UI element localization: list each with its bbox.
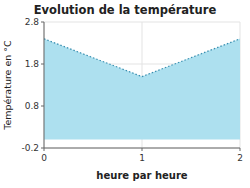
title: Evolution de la température	[34, 3, 217, 17]
y-tick	[41, 106, 44, 107]
y-tick-label: 0.8	[25, 101, 40, 111]
x-tick-label: 1	[139, 153, 145, 163]
chart: -0.2 0.8 1.8 2.8 0 1 2 heure par heure Températu…	[0, 0, 250, 188]
x-axis-label: heure par heure	[96, 170, 187, 181]
y-tick	[41, 22, 44, 23]
y-tick-label: 1.8	[25, 59, 40, 69]
x-tick-label: 2	[237, 153, 243, 163]
x-tick	[44, 148, 45, 151]
y-axis-label: Température en °C	[2, 40, 13, 131]
y-tick	[41, 64, 44, 65]
x-tick-label: 0	[41, 153, 47, 163]
line	[44, 39, 240, 77]
grid	[44, 22, 240, 148]
area	[44, 39, 240, 140]
chart-container: -0.2 0.8 1.8 2.8 0 1 2 heure par heure Températu…	[0, 0, 250, 188]
y-axis-line	[44, 22, 45, 148]
plot-area	[44, 39, 240, 140]
grid-line-x	[44, 22, 45, 148]
x-tick	[142, 148, 143, 151]
y-tick-label: 2.8	[25, 17, 40, 27]
x-tick	[240, 148, 241, 151]
axes: -0.2 0.8 1.8 2.8 0 1 2	[21, 17, 243, 163]
y-tick-label: -0.2	[21, 143, 39, 153]
